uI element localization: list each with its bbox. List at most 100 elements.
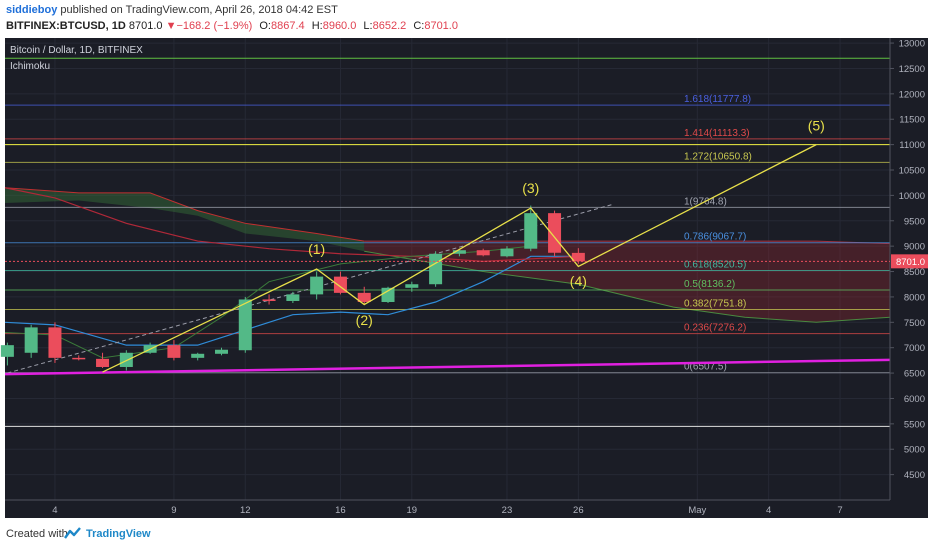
price-axis-background [890,38,928,500]
candle-body [381,287,395,302]
fib-level-label: 1.618(11777.8) [684,94,751,105]
close-value: 8701.0 [424,20,458,32]
horizontal-lines [5,57,890,427]
price-tick-label: 6500 [904,369,925,380]
candle-body [24,327,38,353]
tradingview-brand[interactable]: TradingView [86,528,151,540]
candle-body [405,284,419,288]
tradingview-logo-icon [64,527,81,539]
candle-body [357,292,371,302]
symbol-label: BITFINEX:BTCUSD, 1D [6,20,126,32]
candle-body [571,252,585,262]
publish-line: siddieboy published on TradingView.com, … [6,4,338,16]
price-tick-label: 11500 [899,115,925,126]
time-tick-label: 7 [837,505,842,516]
last-price-label: 8701.0 [896,257,925,268]
close-label: C: [413,20,425,32]
price-tick-label: 9000 [904,242,925,253]
candle-up [429,251,443,287]
fib-level-label: 0.236(7276.2) [684,323,746,334]
candle-down [548,210,562,257]
elliott-wave-path [102,144,817,373]
candle-body [500,248,514,257]
plot-background [5,38,890,500]
candle-down [167,340,181,361]
time-axis-background [5,500,928,518]
candle-down [357,286,371,305]
conversion-line [4,255,579,346]
senkou-a-line [364,240,891,245]
chart-area[interactable]: 0(6507.5) 0.236(7276.2) 0.382(7751.8) 0.5(8… [0,36,932,518]
low-label: L: [363,20,373,32]
candle-body [286,294,300,301]
trend-lines [4,203,891,376]
price-axis: 4500 5000 5500 6000 6500 7000 7500 8000 8500 9000… [5,38,928,500]
senkou-old-line [4,187,365,242]
time-tick-label: 4 [766,505,771,516]
fib-level-label: 0.5(8136.2) [684,279,735,290]
time-axis: 4 9 12 16 19 23 26 May 4 7 [5,499,890,516]
price-tick-label: 12000 [899,89,925,100]
price-tick-label: 5000 [904,445,925,456]
candle-body [238,299,252,351]
fib-level-label: 0(6507.5) [684,362,727,373]
created-with-text: Created with [6,528,68,540]
candle-down [96,352,110,368]
candle-body [476,250,490,256]
price-tick-label: 10500 [899,166,925,177]
high-label: H: [311,20,323,32]
last-price-badge [891,254,928,269]
wave-label: (4) [570,273,587,289]
price-tick-label: 11000 [899,140,925,151]
price-tick-label: 7000 [904,343,925,354]
base-line [4,187,579,262]
fib-level-label: 1.414(11113.3) [684,128,750,139]
time-tick-label: May [688,505,706,516]
elliott-waves: (1) (2) (3) (4) (5) [102,117,825,373]
open-label: O: [259,20,271,32]
time-tick-label: 16 [335,505,346,516]
author-link[interactable]: siddieboy [6,4,58,16]
ohlc-line: BITFINEX:BTCUSD, 1D 8701.0 ▼−168.2 (−1.9… [6,20,458,32]
candle-body [214,349,228,354]
wave-label: (1) [308,241,325,257]
candle-body [548,213,562,253]
last-price: 8701.0 [128,20,163,32]
high-value: 8960.0 [322,20,357,32]
candle-body [191,353,205,358]
candle-up [500,246,514,258]
fib-level-label: 1.272(10650.8) [684,151,752,162]
wave-label: (3) [522,180,539,196]
candle-down [48,322,62,363]
time-tick-label: 9 [171,505,176,516]
candle-body [0,345,14,357]
candle-body [72,357,86,360]
magenta-trend-line [4,358,891,376]
fib-level-label: 0.786(9067.7) [684,232,746,243]
time-tick-label: 4 [52,505,57,516]
candle-body [48,327,62,358]
open-value: 8867.4 [270,20,305,32]
candle-up [524,205,538,252]
price-tick-label: 6000 [904,394,925,405]
price-tick-label: 8000 [904,292,925,303]
candle-up [238,296,252,353]
candle-down [262,294,276,305]
price-change: −168.2 (−1.9%) [176,20,253,32]
price-tick-label: 8500 [904,267,925,278]
low-value: 8652.2 [372,20,407,32]
candle-body [310,276,324,295]
price-tick-label: 9500 [904,216,925,227]
chart-header: siddieboy published on TradingView.com, … [0,0,932,36]
candle-up [0,342,14,366]
candle-up [24,324,38,358]
candle-up [286,291,300,304]
price-tick-label: 4500 [904,470,925,481]
candle-up [310,271,324,300]
footer: Created with TradingView [0,518,932,550]
candle-down [476,248,490,257]
wave-label: (2) [356,312,373,328]
candle-body [119,352,133,367]
fib-level-label: 0.618(8520.5) [684,259,746,270]
price-tick-label: 13000 [899,39,925,50]
